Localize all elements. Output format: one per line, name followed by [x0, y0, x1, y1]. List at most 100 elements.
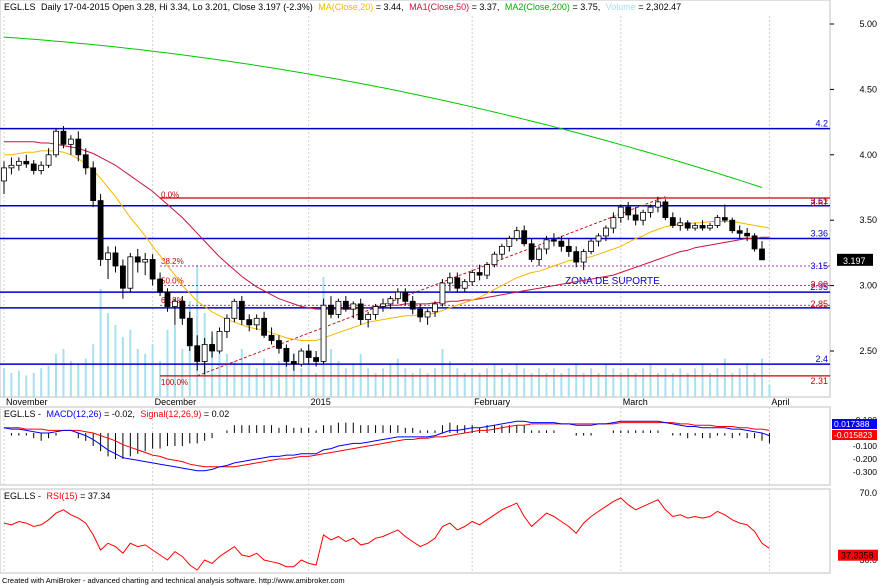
- volume-bar: [441, 349, 444, 397]
- volume-bar: [448, 361, 451, 397]
- volume-bar: [337, 361, 340, 397]
- candle-body: [417, 308, 424, 318]
- volume-bar: [619, 373, 622, 397]
- volume-bar: [344, 368, 347, 397]
- price-tick-label: 4.50: [859, 84, 877, 94]
- volume-bar: [77, 363, 80, 397]
- candle-body: [350, 303, 357, 310]
- volume-bar: [523, 368, 526, 397]
- red-level-label: 2.85: [810, 299, 828, 309]
- ma20-label: MA(Close,20): [318, 2, 373, 12]
- rsi-symbol: EGL.LS -: [4, 491, 41, 501]
- red-level-label: 3.67: [810, 198, 828, 208]
- rsi-value-label: 37.3358: [841, 551, 874, 561]
- candle-body: [469, 272, 476, 283]
- candle-body: [603, 227, 609, 237]
- candle-body: [476, 272, 483, 276]
- candle-body: [224, 317, 230, 332]
- candle-body: [669, 217, 676, 226]
- candle-body: [283, 347, 290, 362]
- candle-body: [543, 239, 550, 250]
- candle-body: [595, 235, 602, 242]
- volume-bar: [367, 368, 370, 397]
- candle-body: [231, 300, 238, 319]
- candle-body: [194, 345, 201, 362]
- signal-value-label: -0.015823: [834, 430, 873, 440]
- macd-tick-label: -0.300: [853, 467, 877, 477]
- volume-bar: [92, 344, 95, 397]
- candlesticks: [1, 126, 765, 375]
- volume-bar: [708, 373, 711, 397]
- volume-bar: [382, 368, 384, 397]
- candle-body: [692, 225, 699, 229]
- volume-bar: [746, 363, 749, 397]
- rsi-header: EGL.LS - RSI(15) = 37.34: [4, 491, 110, 501]
- candle-body: [461, 281, 468, 289]
- candle-body: [536, 248, 542, 260]
- candle-body: [30, 163, 37, 171]
- macd-header: EGL.LS - MACD(12,26) = -0.02, Signal(12,…: [4, 409, 229, 419]
- price-tick-label: 3.50: [859, 215, 877, 225]
- candle-body: [558, 240, 565, 247]
- volume-bar: [62, 349, 65, 397]
- candle-body: [580, 251, 587, 263]
- volume-bar: [40, 368, 43, 397]
- volume-bar: [761, 358, 763, 397]
- candle-body: [157, 278, 163, 293]
- candle-body: [759, 248, 765, 261]
- volume-bar: [17, 370, 20, 397]
- candle-body: [677, 222, 684, 226]
- candle-body: [365, 313, 372, 321]
- volume-bar: [679, 368, 682, 397]
- candle-body: [484, 264, 490, 276]
- date-axis: November December 2015 February March April: [6, 397, 789, 407]
- candle-body: [751, 235, 758, 250]
- date-label: November: [6, 397, 48, 407]
- volume-bar: [627, 368, 630, 397]
- candle-body: [424, 311, 431, 318]
- moving-averages: [3, 36, 770, 341]
- vertical-gridlines: [3, 16, 770, 573]
- macd-panel-frame: [0, 406, 831, 486]
- candle-body: [588, 240, 594, 252]
- macd-tick-label: -0.200: [853, 454, 877, 464]
- volume-bar: [107, 313, 110, 397]
- candle-body: [8, 164, 15, 169]
- candle-body: [1, 167, 7, 182]
- candle-body: [290, 361, 297, 365]
- volume-bar: [10, 373, 13, 397]
- candle-body: [491, 253, 498, 266]
- macd-tick-label: -0.100: [853, 441, 877, 451]
- level-label: 2.95: [810, 282, 828, 292]
- footer-credit: Created with AmiBroker - advanced charti…: [2, 576, 345, 585]
- ma50-value: = 3.37,: [472, 2, 500, 12]
- candle-body: [90, 167, 97, 201]
- price-axis: 5.00 4.50 4.00 3.50 3.00 2.50 3.197: [830, 19, 877, 356]
- candle-body: [82, 154, 89, 169]
- last-price-label: 3.197: [843, 256, 866, 266]
- volume-bar: [575, 363, 578, 397]
- candle-body: [179, 300, 186, 319]
- candle-body: [305, 350, 312, 358]
- candle-body: [699, 225, 706, 229]
- volume-bar: [196, 265, 199, 397]
- candle-body: [298, 350, 305, 365]
- volume-bar: [456, 368, 459, 397]
- volume-bar: [508, 373, 511, 397]
- volume-bar: [686, 373, 689, 397]
- candle-body: [744, 232, 751, 237]
- volume-bar: [500, 368, 503, 397]
- candle-body: [446, 277, 453, 284]
- rsi-panel-frame: [0, 488, 831, 574]
- candle-body: [454, 277, 461, 289]
- volume-bar: [723, 358, 726, 397]
- candle-body: [647, 206, 654, 213]
- candle-body: [238, 300, 245, 321]
- candle-body: [662, 201, 669, 218]
- candle-body: [655, 201, 661, 208]
- candle-body: [120, 265, 126, 289]
- candle-body: [721, 217, 728, 221]
- volume-bar: [419, 368, 422, 397]
- volume-bar: [649, 363, 652, 397]
- volume-bar: [285, 349, 288, 397]
